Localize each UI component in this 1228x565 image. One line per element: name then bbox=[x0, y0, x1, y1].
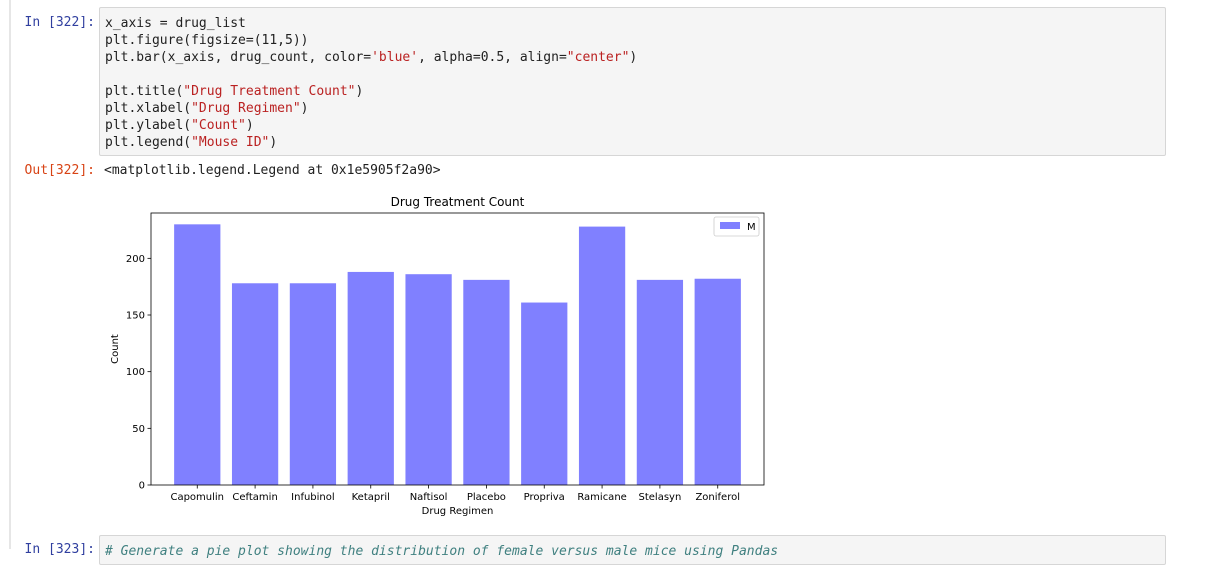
y-tick-label: 100 bbox=[126, 367, 145, 378]
code-token: plt.bar(x_axis, drug_count, color= bbox=[105, 50, 372, 65]
code-string: "center" bbox=[566, 50, 630, 65]
legend-swatch bbox=[720, 222, 740, 229]
code-string: 'blue' bbox=[371, 50, 419, 65]
y-tick-label: 50 bbox=[132, 424, 145, 435]
code-string: "Drug Treatment Count" bbox=[183, 84, 356, 99]
code-cell-input-next[interactable]: # Generate a pie plot showing the distri… bbox=[99, 535, 1166, 565]
x-tick-label: Propriva bbox=[524, 492, 565, 503]
bar bbox=[405, 274, 452, 485]
x-tick-label: Ketapril bbox=[352, 492, 390, 503]
code-string: "Mouse ID" bbox=[191, 135, 270, 150]
x-tick-label: Infubinol bbox=[291, 492, 335, 503]
code-token: ) bbox=[245, 118, 254, 133]
code-line: plt.legend("Mouse ID") bbox=[105, 134, 1165, 151]
bar-chart: Drug Treatment Count 0 50 100 150 200 Capomuli… bbox=[110, 195, 765, 517]
code-comment-line: # Generate a pie plot showing the distri… bbox=[105, 544, 779, 559]
code-line: plt.ylabel("Count") bbox=[105, 117, 1165, 134]
code-line: plt.title("Drug Treatment Count") bbox=[105, 83, 1165, 100]
bar bbox=[578, 226, 626, 485]
x-tick-label: Stelasyn bbox=[639, 492, 682, 503]
x-tick-label: Capomulin bbox=[170, 492, 224, 503]
cell-selection-rule bbox=[9, 0, 11, 549]
bar bbox=[463, 279, 510, 485]
code-string: "Count" bbox=[191, 118, 246, 133]
code-token: ) bbox=[269, 135, 278, 150]
code-token: x_axis = drug_list bbox=[105, 16, 246, 31]
code-token: ) bbox=[629, 50, 638, 65]
code-token: plt.ylabel( bbox=[105, 118, 192, 133]
bar bbox=[231, 283, 279, 485]
code-string: "Drug Regimen" bbox=[191, 101, 301, 116]
x-axis-label: Drug Regimen bbox=[422, 506, 494, 517]
bar bbox=[347, 271, 394, 485]
code-line: plt.figure(figsize=(11,5)) bbox=[105, 32, 1165, 49]
x-tick-label: Zoniferol bbox=[695, 492, 740, 503]
bar bbox=[521, 302, 568, 485]
code-token: ) bbox=[355, 84, 364, 99]
bar bbox=[174, 224, 221, 486]
legend-label: M bbox=[747, 222, 756, 233]
code-cell-input[interactable]: x_axis = drug_list plt.figure(figsize=(11… bbox=[99, 7, 1166, 156]
code-line: plt.bar(x_axis, drug_count, color='blue'… bbox=[105, 49, 1165, 66]
bar bbox=[289, 283, 337, 485]
bar bbox=[636, 279, 684, 485]
code-token: ) bbox=[300, 101, 309, 116]
bar bbox=[694, 278, 741, 485]
code-token: plt.figure(figsize=(11,5)) bbox=[105, 33, 309, 48]
axes-frame bbox=[150, 212, 765, 486]
x-tick-label: Ceftamin bbox=[232, 492, 277, 503]
output-text: <matplotlib.legend.Legend at 0x1e5905f2a… bbox=[104, 163, 441, 178]
y-tick-label: 0 bbox=[139, 481, 145, 492]
output-prompt: Out[322]: bbox=[24, 163, 95, 178]
code-line: plt.xlabel("Drug Regimen") bbox=[105, 100, 1165, 117]
chart-title: Drug Treatment Count bbox=[391, 195, 525, 209]
code-token: , alpha=0.5, align= bbox=[418, 50, 567, 65]
input-prompt-next: In [323]: bbox=[24, 542, 95, 557]
x-tick-label: Placebo bbox=[467, 492, 506, 503]
code-line: x_axis = drug_list bbox=[105, 15, 1165, 32]
code-token: plt.title( bbox=[105, 84, 184, 99]
code-token: plt.xlabel( bbox=[105, 101, 192, 116]
code-token: plt.legend( bbox=[105, 135, 192, 150]
y-axis-label: Count bbox=[110, 334, 121, 364]
y-tick-label: 150 bbox=[126, 311, 145, 322]
x-tick-label: Naftisol bbox=[410, 492, 448, 503]
y-tick-label: 200 bbox=[126, 254, 145, 265]
x-tick-label: Ramicane bbox=[577, 492, 627, 503]
input-prompt: In [322]: bbox=[24, 15, 95, 30]
